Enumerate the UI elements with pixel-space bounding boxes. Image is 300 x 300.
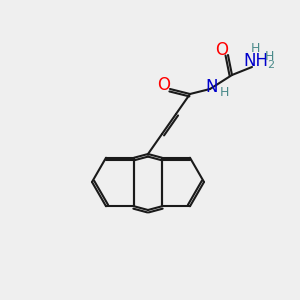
Text: N: N (206, 78, 218, 96)
Text: NH: NH (244, 52, 268, 70)
Text: 2: 2 (267, 60, 274, 70)
Text: H: H (250, 43, 260, 56)
Text: H: H (219, 85, 229, 98)
Text: O: O (215, 41, 229, 59)
Text: H: H (264, 50, 274, 64)
Text: O: O (158, 76, 170, 94)
